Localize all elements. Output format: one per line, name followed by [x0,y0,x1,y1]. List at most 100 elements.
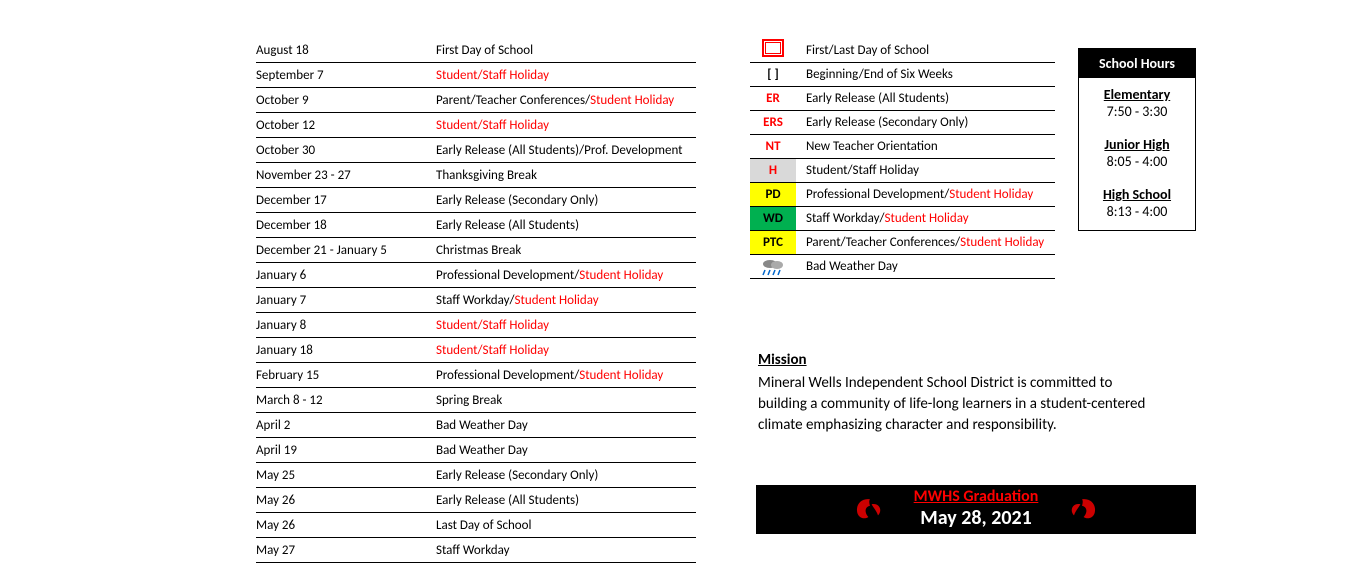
event-row: August 18First Day of School [256,38,696,63]
event-row: January 8Student/Staff Holiday [256,313,696,338]
legend-description: New Teacher Orientation [796,135,1055,159]
mission-title: Mission [758,350,1158,371]
event-date: April 2 [256,413,436,438]
event-date: August 18 [256,38,436,63]
event-date: December 21 - January 5 [256,238,436,263]
school-level-hours: 7:50 - 3:30 [1081,103,1193,120]
legend-row: PTCParent/Teacher Conferences/Student Ho… [750,231,1055,255]
event-row: November 23 - 27Thanksgiving Break [256,163,696,188]
event-row: May 26Early Release (All Students) [256,488,696,513]
event-row: January 7Staff Workday/Student Holiday [256,288,696,313]
event-description: Student/Staff Holiday [436,113,696,138]
event-row: April 2Bad Weather Day [256,413,696,438]
event-date: January 7 [256,288,436,313]
event-date: May 27 [256,538,436,563]
legend-description: First/Last Day of School [796,38,1055,63]
event-description: Student/Staff Holiday [436,338,696,363]
legend-code: PD [750,183,796,207]
event-row: October 12Student/Staff Holiday [256,113,696,138]
event-description: Staff Workday [436,538,696,563]
event-date: October 9 [256,88,436,113]
event-description: Spring Break [436,388,696,413]
legend-row: [ ]Beginning/End of Six Weeks [750,63,1055,87]
event-row: December 21 - January 5Christmas Break [256,238,696,263]
legend-description: Early Release (Secondary Only) [796,111,1055,135]
event-date: September 7 [256,63,436,88]
ram-icon [1066,496,1098,522]
event-description: Early Release (Secondary Only) [436,463,696,488]
legend-code: H [750,159,796,183]
event-description: Christmas Break [436,238,696,263]
bad-weather-icon [761,258,785,276]
legend-code: NT [750,135,796,159]
school-level-label: Junior High [1081,136,1193,153]
mission-section: Mission Mineral Wells Independent School… [758,350,1158,436]
graduation-title: MWHS Graduation [914,487,1039,506]
event-description: Last Day of School [436,513,696,538]
legend-row: PDProfessional Development/Student Holid… [750,183,1055,207]
event-date: May 26 [256,513,436,538]
school-hours-header: School Hours [1079,49,1195,78]
graduation-banner: MWHS Graduation May 28, 2021 [756,485,1196,534]
event-description: Bad Weather Day [436,438,696,463]
event-row: January 6Professional Development/Studen… [256,263,696,288]
legend-description: Student/Staff Holiday [796,159,1055,183]
legend-code: ERS [750,111,796,135]
event-date: December 17 [256,188,436,213]
events-table: August 18First Day of SchoolSeptember 7S… [256,38,696,563]
school-hours-body: Elementary7:50 - 3:30 Junior High8:05 - 4… [1079,78,1195,230]
event-row: February 15Professional Development/Stud… [256,363,696,388]
event-description: Bad Weather Day [436,413,696,438]
graduation-date: May 28, 2021 [914,506,1039,530]
legend-code [750,255,796,279]
legend-description: Early Release (All Students) [796,87,1055,111]
event-date: March 8 - 12 [256,388,436,413]
event-row: December 18Early Release (All Students) [256,213,696,238]
event-date: January 6 [256,263,436,288]
event-row: January 18Student/Staff Holiday [256,338,696,363]
event-description: Thanksgiving Break [436,163,696,188]
school-level-label: Elementary [1081,86,1193,103]
legend-row: Bad Weather Day [750,255,1055,279]
event-description: Parent/Teacher Conferences/Student Holid… [436,88,696,113]
legend-row: First/Last Day of School [750,38,1055,63]
mission-body: Mineral Wells Independent School Distric… [758,373,1158,436]
event-date: February 15 [256,363,436,388]
legend-row: HStudent/Staff Holiday [750,159,1055,183]
legend-row: WDStaff Workday/Student Holiday [750,207,1055,231]
event-row: March 8 - 12Spring Break [256,388,696,413]
event-description: Student/Staff Holiday [436,63,696,88]
legend-description: Parent/Teacher Conferences/Student Holid… [796,231,1055,255]
legend-code: WD [750,207,796,231]
event-date: November 23 - 27 [256,163,436,188]
ram-icon [854,496,886,522]
event-description: Professional Development/Student Holiday [436,263,696,288]
school-level-label: High School [1081,186,1193,203]
event-description: Professional Development/Student Holiday [436,363,696,388]
event-date: December 18 [256,213,436,238]
event-row: October 9Parent/Teacher Conferences/Stud… [256,88,696,113]
event-date: October 12 [256,113,436,138]
event-row: December 17Early Release (Secondary Only… [256,188,696,213]
event-row: May 26Last Day of School [256,513,696,538]
legend-description: Professional Development/Student Holiday [796,183,1055,207]
event-row: September 7Student/Staff Holiday [256,63,696,88]
first-last-day-icon [762,39,784,57]
school-hours-box: School Hours Elementary7:50 - 3:30 Junior… [1078,48,1196,231]
event-row: October 30Early Release (All Students)/P… [256,138,696,163]
event-date: January 18 [256,338,436,363]
legend-row: ERSEarly Release (Secondary Only) [750,111,1055,135]
event-row: April 19Bad Weather Day [256,438,696,463]
event-date: May 26 [256,488,436,513]
school-level-hours: 8:05 - 4:00 [1081,153,1193,170]
school-level-hours: 8:13 - 4:00 [1081,203,1193,220]
legend-code: [ ] [750,63,796,87]
legend-code: ER [750,87,796,111]
legend-row: EREarly Release (All Students) [750,87,1055,111]
event-description: Early Release (All Students)/Prof. Devel… [436,138,696,163]
event-description: Student/Staff Holiday [436,313,696,338]
legend-description: Bad Weather Day [796,255,1055,279]
event-date: October 30 [256,138,436,163]
event-description: First Day of School [436,38,696,63]
event-description: Staff Workday/Student Holiday [436,288,696,313]
